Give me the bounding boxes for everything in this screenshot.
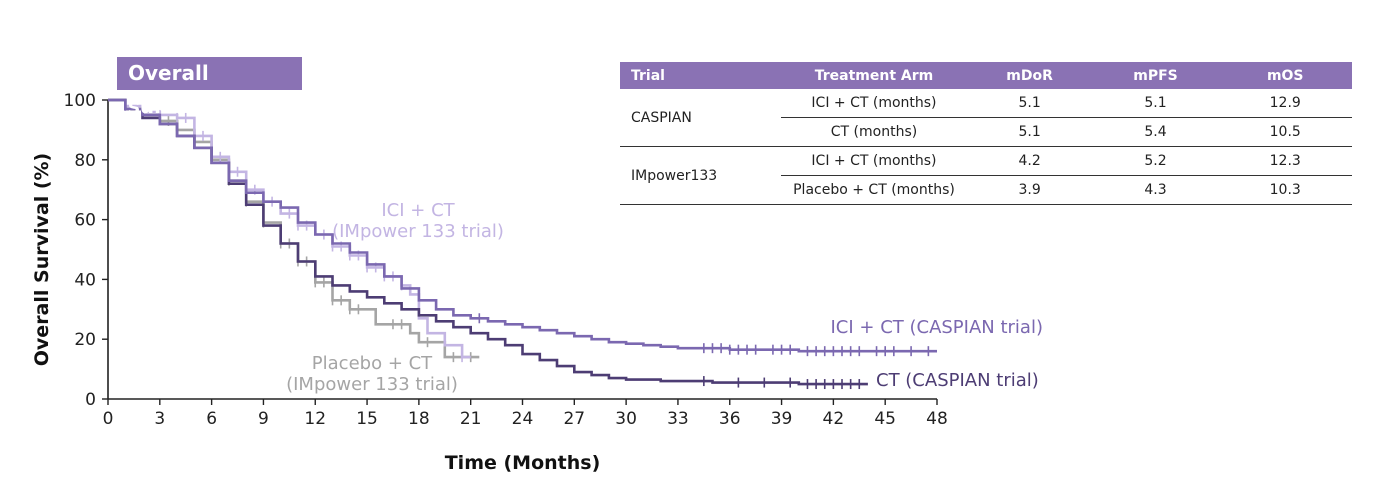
y-tick-label: 80 — [74, 151, 96, 171]
mpfs-value: 5.2 — [1092, 146, 1219, 176]
x-tick-label: 27 — [563, 409, 585, 429]
treatment-arm: ICI + CT (months) — [781, 146, 967, 176]
table-row: CASPIAN ICI + CT (months) 5.1 5.1 12.9 — [620, 89, 1352, 147]
header-mos: mOS — [1218, 62, 1352, 89]
y-axis-label: Overall Survival (%) — [31, 153, 53, 366]
header-mdor: mDoR — [966, 62, 1093, 89]
header-trial: Trial — [620, 62, 782, 89]
results-table: Trial Treatment Arm mDoR mPFS mOS CASPIA… — [620, 62, 1352, 205]
series-label: Placebo + CT — [312, 353, 433, 374]
x-tick-label: 45 — [874, 409, 896, 429]
y-tick-label: 100 — [64, 91, 96, 111]
x-tick-label: 6 — [206, 409, 217, 429]
x-tick-label: 30 — [615, 409, 637, 429]
mpfs-value: 4.3 — [1092, 175, 1219, 205]
header-mpfs: mPFS — [1092, 62, 1219, 89]
treatment-arm: Placebo + CT (months) — [781, 175, 967, 205]
x-tick-label: 18 — [408, 409, 430, 429]
mos-value: 10.3 — [1218, 175, 1352, 205]
axes: 0 3 6 9 12 15 18 21 24 27 30 33 36 39 42 45 480204060801… — [31, 91, 948, 474]
x-tick-label: 42 — [823, 409, 845, 429]
mos-value: 10.5 — [1218, 117, 1352, 147]
treatment-arm: CT (months) — [781, 117, 967, 147]
series-label: ICI + CT — [381, 200, 455, 221]
y-tick-label: 20 — [74, 330, 96, 350]
x-tick-label: 0 — [103, 409, 114, 429]
mpfs-value: 5.1 — [1092, 89, 1219, 118]
mdor-value: 5.1 — [966, 89, 1093, 118]
table-row: Placebo + CT (months) 3.9 4.3 10.3 — [620, 175, 1352, 205]
x-axis-label: Time (Months) — [445, 452, 601, 474]
survival-curves — [108, 98, 937, 390]
series-labels: ICI + CT (CASPIAN trial) CT (CASPIAN tria… — [286, 200, 1043, 395]
table-header-row: Trial Treatment Arm mDoR mPFS mOS — [620, 62, 1352, 89]
x-tick-label: 36 — [719, 409, 741, 429]
y-tick-label: 0 — [85, 390, 96, 410]
series-label: (IMpower 133 trial) — [332, 221, 504, 242]
header-treatment-arm: Treatment Arm — [781, 62, 967, 89]
survival-curve — [108, 98, 937, 353]
mpfs-value: 5.4 — [1092, 117, 1219, 147]
x-tick-label: 33 — [667, 409, 689, 429]
x-tick-label: 15 — [356, 409, 378, 429]
x-tick-label: 21 — [460, 409, 482, 429]
y-tick-label: 40 — [74, 270, 96, 290]
mdor-value: 5.1 — [966, 117, 1093, 147]
table-row: CT (months) 5.1 5.4 10.5 — [620, 117, 1352, 147]
x-tick-label: 3 — [154, 409, 165, 429]
panel-title: Overall survival — [117, 57, 302, 118]
x-tick-label: 39 — [771, 409, 793, 429]
x-tick-label: 48 — [926, 409, 948, 429]
x-tick-label: 12 — [304, 409, 326, 429]
mos-value: 12.9 — [1218, 89, 1352, 118]
y-tick-label: 60 — [74, 211, 96, 231]
mdor-value: 3.9 — [966, 175, 1093, 205]
series-label: CT (CASPIAN trial) — [876, 370, 1039, 391]
trial-name: IMpower133 — [620, 146, 782, 205]
x-tick-label: 9 — [258, 409, 269, 429]
series-label: (IMpower 133 trial) — [286, 374, 458, 395]
treatment-arm: ICI + CT (months) — [781, 89, 967, 118]
x-tick-label: 24 — [512, 409, 534, 429]
mdor-value: 4.2 — [966, 146, 1093, 176]
trial-name: CASPIAN — [620, 89, 782, 147]
series-label: ICI + CT (CASPIAN trial) — [830, 317, 1043, 338]
mos-value: 12.3 — [1218, 146, 1352, 176]
table-row: IMpower133 ICI + CT (months) 4.2 5.2 12.… — [620, 146, 1352, 205]
